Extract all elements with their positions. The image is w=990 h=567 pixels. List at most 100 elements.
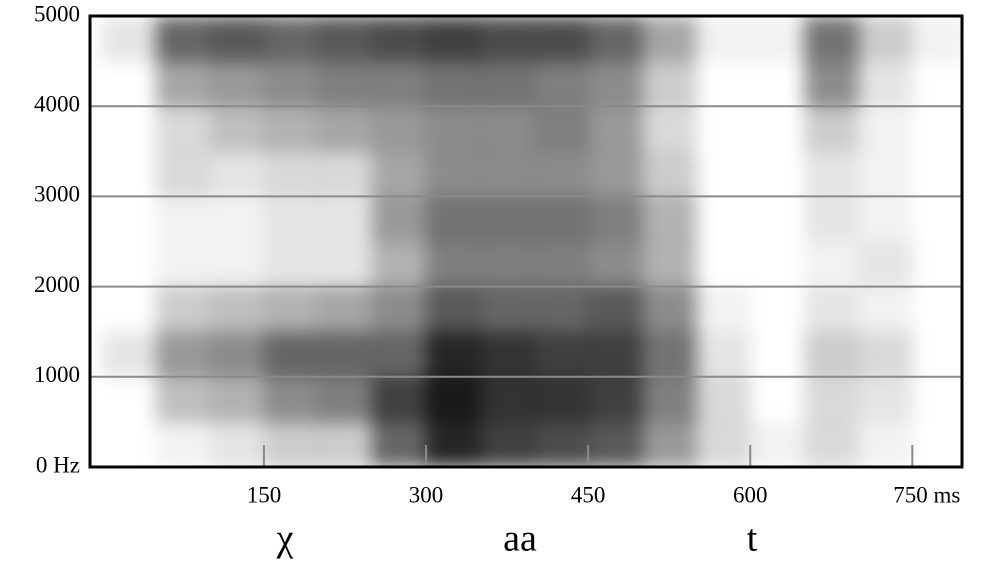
spectrogram-cell (155, 151, 211, 197)
spectrogram-cell (912, 16, 962, 62)
spectrogram-cell (534, 331, 589, 378)
spectrogram-cell (588, 376, 643, 423)
x-tick-label: 450 (571, 482, 606, 507)
spectrogram-cell (912, 61, 967, 107)
spectrogram-cell (588, 286, 643, 333)
spectrogram-cell (858, 376, 913, 423)
spectrogram-cell (750, 377, 805, 423)
spectrogram-cell (696, 61, 751, 107)
spectrogram-cell (480, 151, 535, 197)
x-tick-label: 300 (409, 482, 444, 507)
spectrogram-cell (480, 196, 535, 242)
spectrogram-cell (912, 151, 967, 197)
spectrogram-cell (588, 196, 643, 242)
spectrogram-cell (696, 16, 751, 62)
spectrogram-cell (102, 242, 157, 288)
spectrogram-cell (804, 331, 859, 378)
spectrogram-cell (696, 421, 751, 467)
spectrogram-cell (102, 61, 157, 107)
spectrogram-cell (534, 286, 589, 333)
spectrogram-cell (102, 287, 157, 333)
spectrogram-cell (102, 106, 157, 152)
spectrogram-cell (858, 421, 913, 467)
spectrogram-cell (263, 241, 319, 288)
spectrogram-cell (858, 241, 913, 288)
spectrogram-cell (912, 332, 967, 378)
spectrogram-cell (426, 106, 481, 152)
spectrogram-cell (426, 286, 481, 333)
spectrogram-cell (642, 106, 697, 152)
spectrogram-cell (317, 61, 373, 107)
spectrogram-cell (155, 196, 211, 242)
spectrogram-cell (155, 376, 211, 423)
spectrogram-cell (102, 196, 157, 242)
spectrogram-cell (101, 331, 157, 378)
spectrogram-cell (534, 376, 589, 423)
spectrogram-cell (372, 286, 427, 333)
spectrogram-cell (155, 421, 211, 467)
spectrogram-cell (480, 376, 535, 423)
spectrogram-cell (480, 61, 535, 107)
spectrogram-cell (263, 196, 319, 242)
spectrogram-cell (209, 151, 265, 197)
spectrogram-cell (317, 421, 373, 467)
spectrogram-cell (372, 16, 427, 62)
spectrogram-cell (642, 286, 697, 333)
spectrogram-cell (480, 106, 535, 152)
y-tick-label: 0 Hz (36, 452, 80, 477)
spectrogram-cell (209, 376, 265, 423)
spectrogram-cell (480, 241, 535, 288)
spectrogram-cell (588, 331, 643, 378)
spectrogram-cell (317, 16, 373, 62)
spectrogram-cell (588, 16, 643, 62)
spectrogram-cell (372, 376, 427, 423)
spectrogram-cell (588, 61, 643, 107)
spectrogram-cell (804, 421, 859, 467)
spectrogram-cell (317, 151, 373, 197)
spectrogram-cell (750, 287, 805, 333)
spectrogram-cell (642, 331, 697, 378)
spectrogram-cell (155, 61, 211, 107)
spectrogram-cell (912, 106, 967, 152)
spectrogram-cell (912, 242, 967, 288)
spectrogram-cell (804, 16, 859, 62)
spectrogram-cell (209, 421, 265, 467)
spectrogram-cell (534, 61, 589, 107)
y-tick-label: 1000 (34, 362, 80, 387)
spectrogram-cell (534, 241, 589, 288)
spectrogram-cell (642, 376, 697, 423)
spectrogram-cell (317, 331, 373, 378)
spectrogram-cell (209, 331, 265, 378)
spectrogram-cell (804, 286, 859, 333)
spectrogram-cell (209, 106, 265, 152)
spectrogram-cell (858, 106, 913, 152)
spectrogram-cell (263, 61, 319, 107)
spectrogram-cell (696, 196, 751, 242)
spectrogram-cell (480, 286, 535, 333)
y-tick-label: 3000 (34, 182, 80, 207)
spectrogram-cell (317, 241, 373, 288)
spectrogram (101, 16, 967, 467)
spectrogram-cell (317, 286, 373, 333)
spectrogram-cell (263, 331, 319, 378)
spectrogram-cell (858, 151, 913, 197)
labels: 0 Hz 1000 2000 3000 4000 5000 150 300 450 600 750 … (34, 1, 960, 559)
spectrogram-cell (588, 241, 643, 288)
spectrogram-cell (696, 376, 751, 423)
spectrogram-cell (858, 61, 913, 107)
spectrogram-cell (750, 421, 805, 467)
spectrogram-cell (155, 331, 211, 378)
spectrogram-cell (912, 377, 967, 423)
spectrogram-cell (263, 151, 319, 197)
spectrogram-cell (588, 106, 643, 152)
spectrogram-cell (642, 151, 697, 197)
spectrogram-cell (858, 331, 913, 378)
spectrogram-cell (426, 16, 481, 62)
spectrogram-cell (750, 16, 805, 62)
spectrogram-cell (372, 421, 427, 467)
spectrogram-cell (426, 61, 481, 107)
spectrogram-cell (155, 16, 211, 62)
spectrogram-cell (263, 16, 319, 62)
spectrogram-cell (155, 286, 211, 333)
